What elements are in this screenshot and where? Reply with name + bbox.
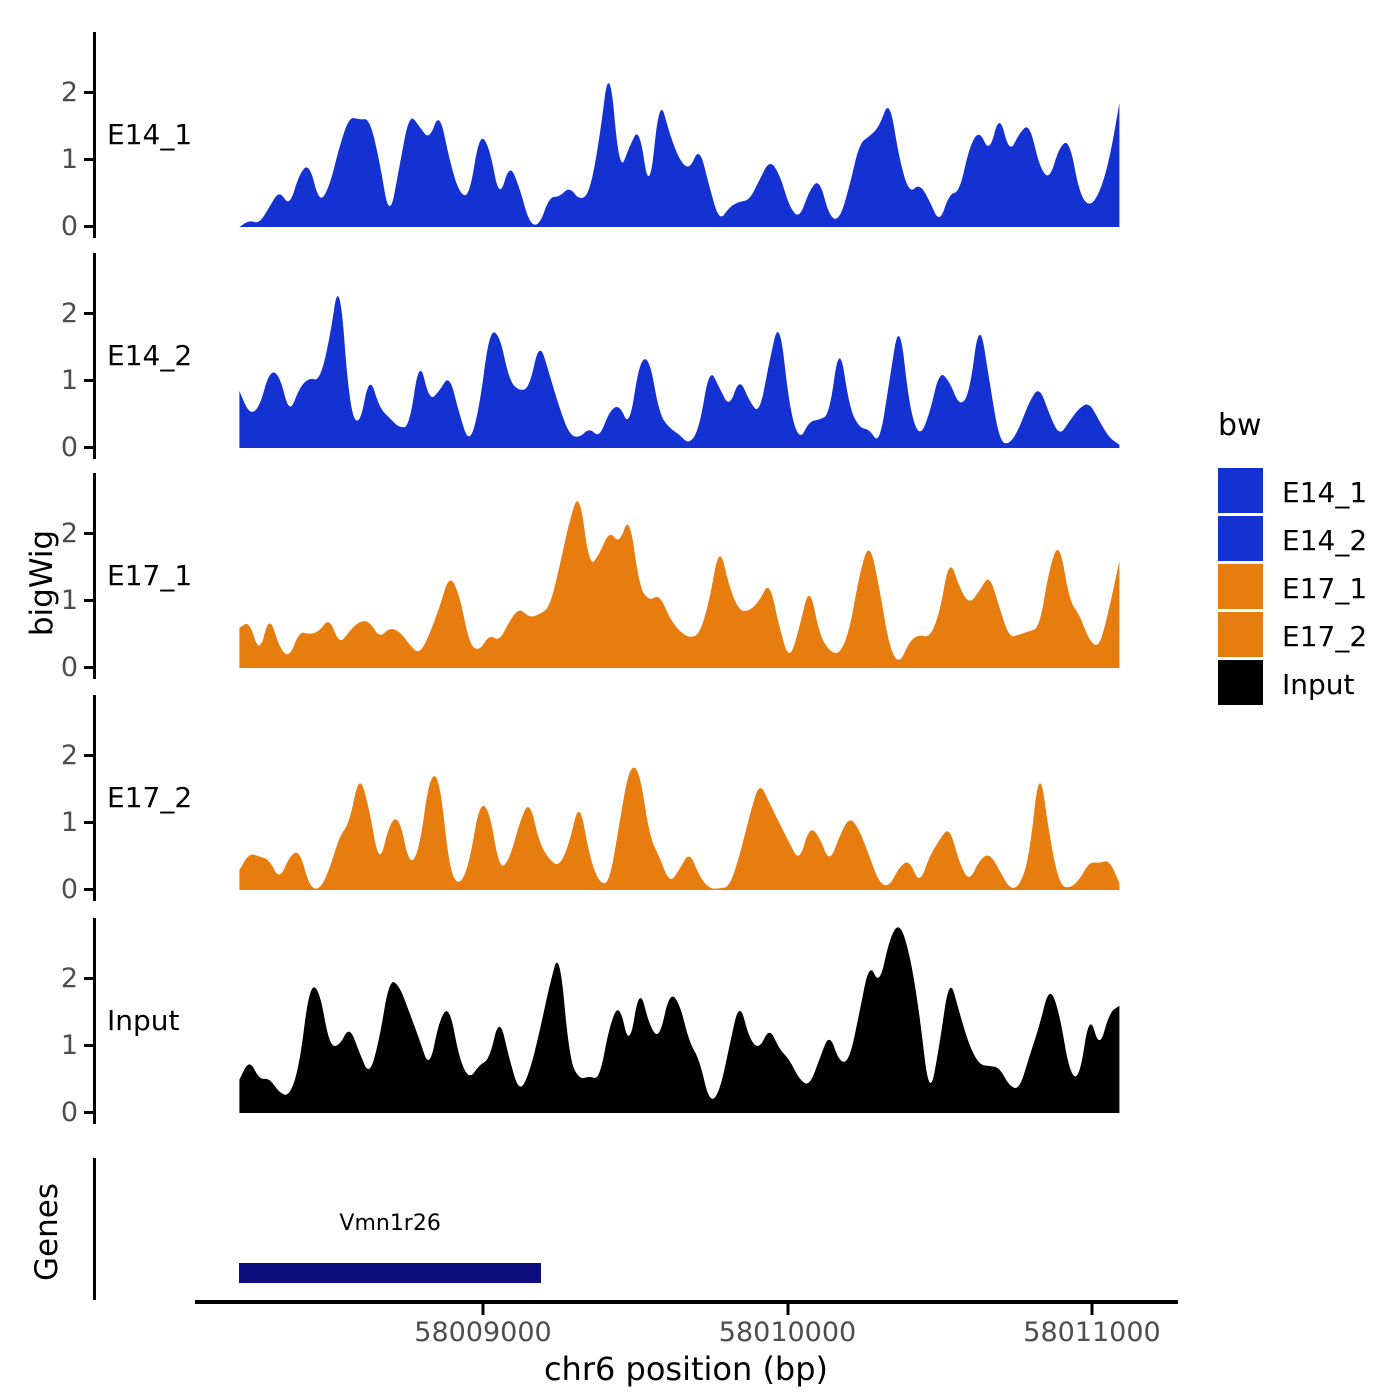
legend-key-swatch	[1218, 564, 1263, 609]
x-axis-title: chr6 position (bp)	[543, 1350, 829, 1388]
legend-entry-label: E14_1	[1282, 476, 1368, 509]
gene-bar	[239, 1263, 541, 1283]
x-tick	[786, 1304, 789, 1315]
coverage-area-input	[239, 927, 1120, 1113]
y-axis-line	[93, 695, 96, 901]
coverage-area-e14-2	[239, 296, 1120, 448]
y-tick-label: 1	[60, 365, 78, 396]
y-tick	[84, 599, 96, 602]
x-tick	[481, 1304, 485, 1315]
legend-key-swatch	[1218, 612, 1263, 657]
y-tick	[84, 754, 96, 757]
legend-title: bw	[1218, 408, 1262, 443]
track-label: E14_2	[107, 339, 193, 372]
y-tick	[84, 158, 96, 161]
legend: bw E14_1 E14_2 E17_1 E17_2 Input	[1218, 408, 1367, 707]
x-tick	[1090, 1304, 1094, 1315]
track-panel-input: 0 1 2 Input	[0, 918, 1400, 1128]
legend-key-swatch	[1218, 660, 1263, 705]
genes-panel: Vmn1r26	[0, 1155, 1400, 1305]
y-tick	[84, 888, 96, 891]
track-label: E14_1	[107, 118, 193, 151]
y-tick	[84, 312, 96, 315]
y-tick-label: 1	[60, 144, 78, 175]
y-tick	[84, 379, 96, 382]
coverage-area-e14-1	[239, 83, 1120, 227]
y-tick	[84, 821, 96, 824]
legend-entry-label: E17_2	[1282, 620, 1368, 653]
legend-entry: E17_2	[1218, 611, 1367, 659]
genes-axis-line	[93, 1158, 96, 1300]
track-panel-e14-2: 0 1 2 E14_2	[0, 253, 1400, 463]
y-tick-label: 1	[60, 807, 78, 838]
y-tick	[84, 666, 96, 669]
y-tick-label: 0	[60, 432, 78, 463]
x-axis: 58009000 58010000 58011000 chr6 position…	[0, 1300, 1400, 1400]
track-label: Input	[107, 1004, 180, 1037]
x-tick-label: 58010000	[718, 1317, 857, 1348]
gene-name-label: Vmn1r26	[339, 1211, 441, 1236]
y-tick-label: 0	[60, 652, 78, 683]
y-tick-label: 2	[60, 518, 78, 549]
x-tick-label: 58009000	[414, 1317, 552, 1348]
y-tick-label: 2	[60, 298, 78, 329]
y-tick	[84, 225, 96, 228]
coverage-area-e17-1	[239, 501, 1120, 668]
track-panel-e17-2: 0 1 2 E17_2	[0, 695, 1400, 905]
y-axis-line	[93, 918, 96, 1124]
y-tick-label: 1	[60, 1030, 78, 1061]
y-tick-label: 0	[60, 874, 78, 905]
y-tick-label: 1	[60, 585, 78, 616]
legend-entry-label: E17_1	[1282, 572, 1368, 605]
y-tick	[84, 91, 96, 94]
track-panel-e14-1: 0 1 2 E14_1	[0, 32, 1400, 242]
track-label: E17_1	[107, 559, 193, 592]
y-tick-label: 0	[60, 1097, 78, 1128]
y-tick-label: 2	[60, 77, 78, 108]
y-tick-label: 2	[60, 963, 78, 994]
x-tick-label: 58011000	[1023, 1317, 1161, 1348]
legend-entry: E14_2	[1218, 515, 1367, 563]
y-axis-line	[93, 473, 96, 679]
y-tick-label: 2	[60, 740, 78, 771]
legend-key-swatch	[1218, 468, 1263, 513]
y-tick-label: 0	[60, 211, 78, 242]
y-axis-line	[93, 253, 96, 459]
coverage-area-e17-2	[239, 767, 1120, 890]
y-axis-line	[93, 32, 96, 238]
y-tick	[84, 1111, 96, 1114]
legend-key-swatch	[1218, 516, 1263, 561]
legend-entry: E14_1	[1218, 467, 1367, 515]
legend-entry: E17_1	[1218, 563, 1367, 611]
y-tick	[84, 1044, 96, 1047]
track-panel-e17-1: 0 1 2 E17_1	[0, 473, 1400, 683]
y-tick	[84, 446, 96, 449]
y-tick	[84, 532, 96, 535]
legend-entry-label: Input	[1282, 668, 1355, 701]
legend-entry: Input	[1218, 659, 1355, 707]
y-tick	[84, 977, 96, 980]
legend-entry-label: E14_2	[1282, 524, 1368, 557]
x-axis-line	[195, 1300, 1178, 1304]
track-label: E17_2	[107, 781, 193, 814]
